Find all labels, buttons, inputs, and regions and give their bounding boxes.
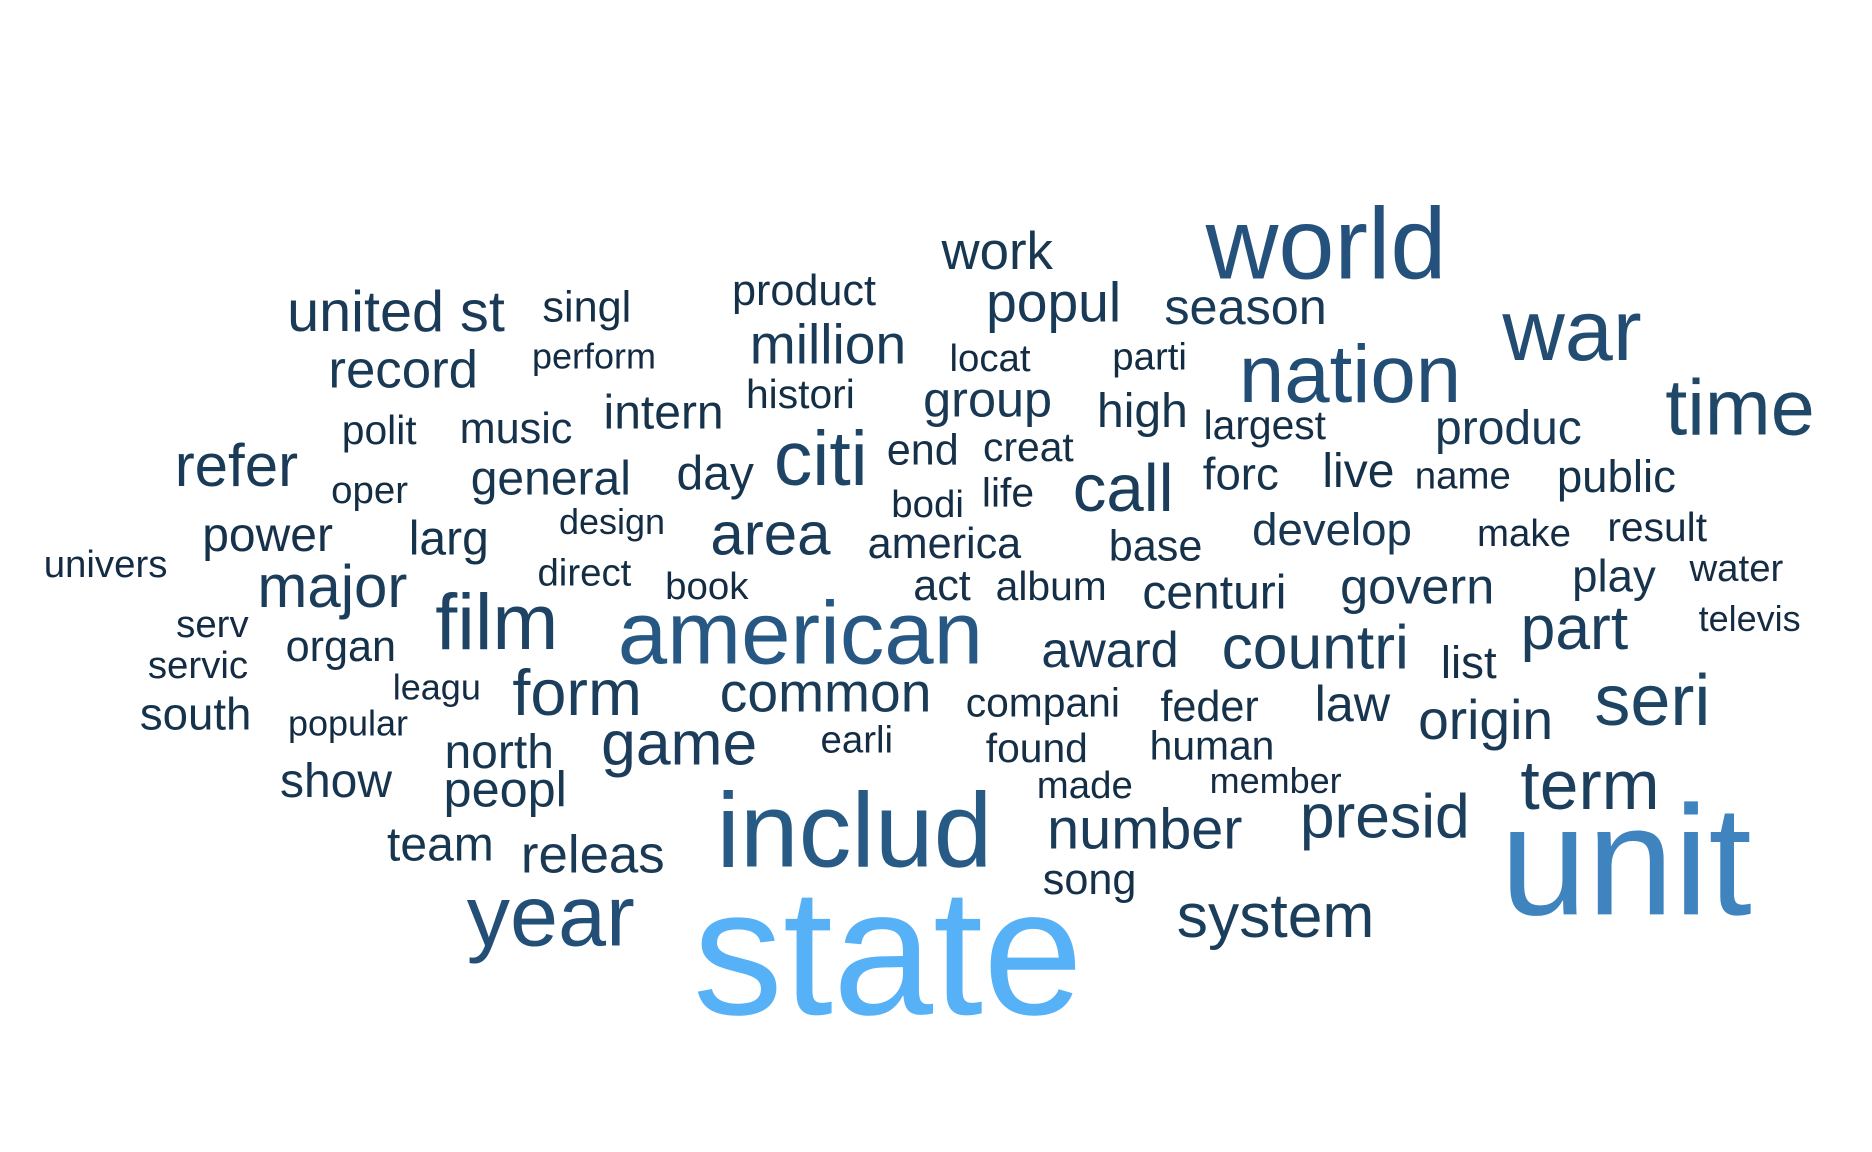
cloud-word-design: design	[559, 501, 665, 542]
cloud-word-govern: govern	[1340, 558, 1494, 615]
cloud-word-presid: presid	[1300, 783, 1470, 852]
cloud-word-countri: countri	[1222, 613, 1409, 682]
cloud-word-popular: popular	[288, 703, 408, 744]
word-group: state unit includ american world year nation wa…	[44, 188, 1815, 1053]
cloud-word-centuri: centuri	[1142, 566, 1286, 619]
cloud-word-system: system	[1177, 882, 1375, 951]
cloud-word-song: song	[1043, 856, 1137, 904]
cloud-word-popul: popul	[986, 272, 1121, 334]
cloud-word-call: call	[1073, 451, 1174, 526]
cloud-word-team: team	[387, 818, 494, 871]
cloud-word-unit: unit	[1500, 774, 1752, 948]
cloud-word-war: war	[1501, 283, 1641, 379]
cloud-word-music: music	[460, 405, 573, 453]
cloud-word-major: major	[257, 553, 407, 620]
cloud-word-year: year	[467, 869, 635, 965]
cloud-word-america: america	[868, 520, 1023, 568]
cloud-word-bodi: bodi	[891, 483, 964, 526]
cloud-word-organ: organ	[286, 623, 396, 671]
cloud-word-intern: intern	[604, 386, 724, 439]
cloud-word-creat: creat	[983, 424, 1074, 470]
cloud-word-live: live	[1322, 445, 1394, 498]
cloud-word-peopl: peopl	[444, 760, 567, 817]
cloud-word-histori: histori	[746, 371, 855, 417]
cloud-word-forc: forc	[1203, 449, 1279, 500]
cloud-word-group: group	[923, 370, 1052, 427]
cloud-word-serv: serv	[176, 603, 249, 646]
cloud-word-base: base	[1109, 522, 1203, 570]
cloud-word-earli: earli	[821, 718, 894, 761]
cloud-word-season: season	[1164, 278, 1327, 335]
cloud-word-album: album	[996, 563, 1107, 609]
cloud-word-result: result	[1607, 504, 1707, 550]
cloud-word-make: make	[1477, 512, 1571, 555]
cloud-word-leagu: leagu	[393, 667, 481, 708]
cloud-word-life: life	[982, 469, 1034, 515]
cloud-word-singl: singl	[542, 284, 631, 332]
cloud-word-act: act	[913, 562, 971, 610]
cloud-word-oper: oper	[331, 469, 408, 512]
cloud-word-show: show	[280, 755, 392, 808]
cloud-word-includ: includ	[716, 771, 992, 889]
cloud-word-state: state	[693, 852, 1083, 1053]
cloud-word-list: list	[1441, 637, 1497, 688]
cloud-word-perform: perform	[532, 335, 656, 376]
cloud-word-book: book	[665, 565, 749, 608]
cloud-word-common: common	[720, 662, 932, 724]
cloud-word-part: part	[1521, 594, 1629, 663]
cloud-word-compani: compani	[966, 679, 1120, 725]
cloud-word-televis: televis	[1699, 598, 1801, 639]
cloud-word-servic: servic	[148, 644, 248, 687]
cloud-word-member: member	[1210, 760, 1342, 801]
cloud-word-human: human	[1150, 723, 1275, 769]
cloud-word-seri: seri	[1594, 661, 1710, 741]
cloud-word-feder: feder	[1160, 683, 1258, 731]
cloud-word-found: found	[986, 725, 1088, 771]
cloud-word-product: product	[732, 267, 876, 315]
cloud-word-south: south	[140, 689, 252, 740]
cloud-word-united-st: united st	[287, 280, 505, 344]
cloud-word-public: public	[1557, 451, 1676, 502]
cloud-word-univers: univers	[44, 543, 168, 586]
cloud-word-law: law	[1315, 675, 1391, 732]
cloud-word-parti: parti	[1112, 336, 1187, 379]
cloud-word-origin: origin	[1418, 689, 1553, 751]
cloud-word-game: game	[601, 709, 757, 778]
cloud-word-water: water	[1688, 547, 1783, 590]
cloud-word-record: record	[328, 341, 478, 400]
cloud-word-world: world	[1205, 188, 1447, 300]
cloud-word-play: play	[1572, 551, 1656, 602]
cloud-word-form: form	[512, 656, 642, 729]
cloud-word-locat: locat	[949, 337, 1030, 380]
cloud-word-largest: largest	[1204, 402, 1327, 448]
cloud-word-million: million	[750, 314, 906, 376]
cloud-word-number: number	[1047, 797, 1242, 861]
cloud-word-award: award	[1041, 621, 1178, 678]
cloud-word-produc: produc	[1435, 402, 1582, 455]
cloud-word-made: made	[1037, 764, 1133, 807]
cloud-word-american: american	[618, 584, 983, 683]
cloud-word-area: area	[710, 500, 831, 567]
cloud-word-refer: refer	[175, 432, 298, 499]
cloud-word-north: north	[444, 726, 553, 779]
cloud-word-develop: develop	[1252, 504, 1412, 555]
cloud-word-polit: polit	[342, 407, 418, 453]
cloud-word-film: film	[435, 577, 558, 666]
cloud-word-general: general	[471, 452, 631, 505]
cloud-word-work: work	[940, 222, 1053, 281]
cloud-word-releas: releas	[521, 825, 665, 884]
cloud-word-term: term	[1520, 746, 1659, 824]
cloud-word-day: day	[677, 448, 754, 501]
cloud-word-name: name	[1415, 454, 1511, 497]
cloud-word-end: end	[887, 426, 959, 474]
cloud-word-larg: larg	[409, 512, 489, 565]
cloud-word-power: power	[202, 509, 333, 562]
cloud-word-direct: direct	[537, 552, 631, 595]
cloud-word-citi: citi	[774, 416, 868, 502]
cloud-word-high: high	[1097, 385, 1188, 438]
cloud-word-time: time	[1665, 362, 1815, 451]
cloud-word-nation: nation	[1239, 329, 1461, 420]
